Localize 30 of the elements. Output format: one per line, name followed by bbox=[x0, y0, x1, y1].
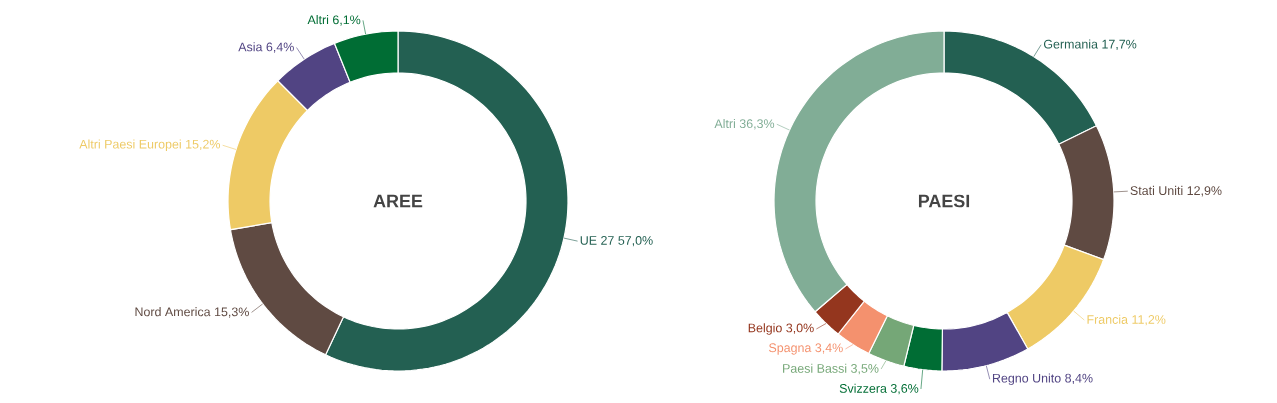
slice-label: Svizzera bbox=[839, 383, 887, 393]
data-label: 15,3% bbox=[215, 307, 249, 318]
data-label: 57,0% bbox=[618, 236, 653, 247]
slice-label: Stati Uniti bbox=[1130, 185, 1183, 196]
data-label: 3,6% bbox=[890, 384, 919, 395]
slice-label: Spagna bbox=[769, 343, 812, 355]
slice-label: Belgio bbox=[748, 323, 782, 335]
data-label: 3,4% bbox=[815, 343, 843, 354]
data-label: 11,2% bbox=[1132, 315, 1166, 326]
data-label: 17,7% bbox=[1102, 39, 1137, 51]
slice-label: UE 27 bbox=[580, 236, 614, 245]
data-label: 8,4% bbox=[1065, 373, 1093, 385]
slice-label: Altri Paesi Europei bbox=[79, 139, 181, 152]
data-label: 36,3% bbox=[739, 119, 775, 130]
data-label: 12,9% bbox=[1187, 186, 1222, 197]
text: AREE bbox=[373, 194, 423, 208]
slice-label: Nord America bbox=[135, 307, 211, 317]
data-label: 6,4% bbox=[266, 42, 294, 53]
data-label: 3,0% bbox=[786, 323, 814, 334]
slice-label: Altri bbox=[714, 118, 735, 129]
data-label: 3,5% bbox=[851, 364, 879, 375]
data-label: 15,2% bbox=[186, 139, 221, 151]
slice-label: Altri bbox=[307, 15, 329, 25]
slice-label: Francia bbox=[1087, 314, 1129, 324]
data-label: 6,1% bbox=[333, 15, 361, 26]
slice-label: Asia bbox=[238, 42, 263, 52]
slice-label: Regno Unito bbox=[992, 373, 1061, 386]
slice-label: Germania bbox=[1043, 39, 1098, 49]
slice-label: Paesi Bassi bbox=[783, 363, 847, 373]
text: PAESI bbox=[918, 194, 970, 208]
